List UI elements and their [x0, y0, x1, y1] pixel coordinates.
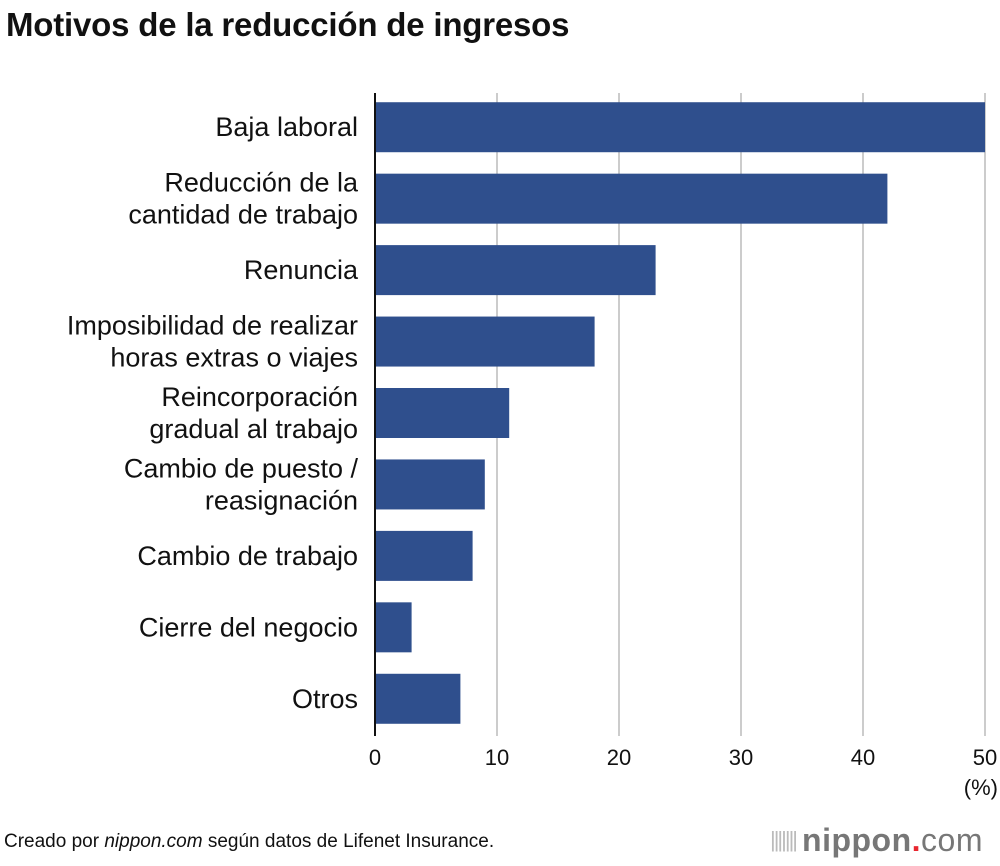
bar	[375, 388, 510, 438]
category-label: horas extras o viajes	[110, 343, 358, 373]
sound-wave-icon: |||||||	[770, 827, 798, 852]
category-label: cantidad de trabajo	[128, 200, 358, 230]
bar	[375, 673, 461, 724]
category-label: Renuncia	[244, 255, 359, 285]
category-label: gradual al trabajo	[149, 414, 358, 444]
bar	[375, 530, 473, 581]
x-tick-label: 20	[607, 745, 631, 770]
source-suffix: según datos de Lifenet Insurance.	[202, 831, 495, 852]
x-tick-label: 10	[485, 745, 509, 770]
bar	[375, 245, 656, 296]
x-tick-label: 40	[851, 745, 875, 770]
bar	[375, 459, 485, 510]
category-label: Reducción de la	[164, 168, 359, 198]
source-site: nippon.com	[104, 831, 203, 852]
category-label: reasignación	[205, 485, 358, 515]
bar	[375, 316, 595, 367]
chart-title: Motivos de la reducción de ingresos	[6, 6, 570, 43]
bar	[375, 173, 888, 224]
category-label: Otros	[292, 684, 358, 714]
source-prefix: Creado por	[4, 831, 105, 852]
bar	[375, 602, 412, 653]
nippon-logo: ||||||| nippon.com	[770, 822, 983, 859]
x-unit-label: (%)	[964, 775, 998, 800]
x-tick-label: 50	[973, 745, 997, 770]
logo-tld: com	[921, 822, 983, 858]
logo-name: nippon	[802, 822, 912, 858]
category-label: Reincorporación	[161, 382, 358, 412]
logo-dot: .	[911, 822, 922, 858]
category-label: Cambio de trabajo	[137, 541, 358, 571]
category-label: Imposibilidad de realizar	[67, 311, 358, 341]
source-note: Creado por nippon.com según datos de Lif…	[4, 831, 494, 853]
bar-chart: 0 10 20 30 40 50 (%) Baja laboral Reducción de l…	[67, 93, 998, 800]
category-label: Cambio de puesto /	[124, 453, 359, 483]
category-label: Baja laboral	[215, 112, 358, 142]
category-label: Cierre del negocio	[139, 612, 358, 642]
bar	[375, 102, 985, 153]
x-tick-label: 0	[369, 745, 381, 770]
x-tick-label: 30	[729, 745, 753, 770]
